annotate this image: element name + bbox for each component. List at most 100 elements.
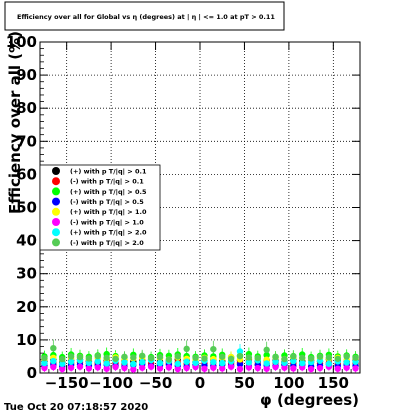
data-point xyxy=(183,345,190,353)
data-point xyxy=(325,360,333,367)
legend-label: (+) with p T/|q| > 0.1 xyxy=(70,167,147,176)
data-point xyxy=(183,364,190,372)
data-point xyxy=(103,365,110,372)
data-point xyxy=(85,355,93,362)
data-point xyxy=(227,363,235,370)
data-point xyxy=(59,355,66,363)
y-tick-label: 10 xyxy=(16,331,37,349)
data-point xyxy=(174,360,181,367)
data-point xyxy=(236,365,244,373)
data-point xyxy=(59,365,66,373)
data-point xyxy=(67,353,75,360)
x-tick-label: −100 xyxy=(89,374,133,392)
data-point xyxy=(41,354,48,362)
data-point xyxy=(236,361,244,368)
data-point xyxy=(316,353,324,360)
data-point xyxy=(192,354,199,361)
data-point xyxy=(245,354,253,361)
data-point xyxy=(139,364,146,371)
data-point xyxy=(147,354,155,362)
data-point xyxy=(41,364,48,372)
data-point xyxy=(121,364,128,372)
data-point xyxy=(290,365,297,372)
data-point xyxy=(272,353,279,361)
x-tick-label: −150 xyxy=(45,374,89,392)
data-point xyxy=(183,358,190,365)
data-point xyxy=(245,364,253,371)
data-point xyxy=(121,359,128,366)
data-point xyxy=(299,354,306,361)
data-point xyxy=(334,355,341,362)
data-point xyxy=(263,346,270,354)
legend: (+) with p T/|q| > 0.1 (-) with p T/|q| >… xyxy=(39,164,161,251)
data-point xyxy=(174,353,181,360)
data-point xyxy=(219,359,226,367)
data-point xyxy=(299,359,306,367)
data-point xyxy=(112,363,119,371)
data-point xyxy=(316,364,324,372)
legend-marker xyxy=(52,207,60,216)
ticks-layer: 0 10 20 30 40 50 60 70 80 90 100 −150 −100 −50 0 50 100 1… xyxy=(6,33,360,392)
y-tick-label: 60 xyxy=(16,165,37,183)
data-point xyxy=(139,358,146,366)
legend-marker xyxy=(52,187,60,196)
data-point xyxy=(156,359,164,367)
x-tick-label: 100 xyxy=(273,374,304,392)
data-point xyxy=(130,366,137,373)
legend-marker xyxy=(52,167,60,175)
data-point xyxy=(352,365,359,372)
data-point xyxy=(59,360,66,367)
x-tick-label: 50 xyxy=(234,374,255,392)
legend-marker xyxy=(52,228,60,237)
timestamp: Tue Oct 20 07:18:57 2020 xyxy=(4,402,148,413)
data-point xyxy=(85,365,93,372)
data-point xyxy=(210,358,217,366)
chart-title: Efficiency over all for Global vs η (deg… xyxy=(17,13,275,22)
x-tick-label: 0 xyxy=(195,374,205,392)
data-point xyxy=(67,358,75,365)
data-point xyxy=(76,353,84,361)
data-point xyxy=(236,352,244,360)
data-point xyxy=(263,360,270,367)
data-point xyxy=(103,354,110,361)
data-point xyxy=(130,354,137,361)
y-tick-label: 70 xyxy=(16,132,37,150)
y-tick-label: 40 xyxy=(16,232,37,250)
data-point xyxy=(219,365,226,372)
data-points-layer xyxy=(41,344,359,373)
data-point xyxy=(219,353,226,360)
y-tick-label: 30 xyxy=(16,265,37,283)
data-point xyxy=(334,365,341,372)
data-point xyxy=(281,364,288,371)
data-point xyxy=(307,365,315,373)
y-tick-label: 0 xyxy=(27,364,37,382)
data-point xyxy=(130,360,137,368)
data-point xyxy=(201,365,208,372)
data-point xyxy=(343,353,350,360)
legend-label: (+) with p T/|q| > 1.0 xyxy=(70,208,147,217)
data-point xyxy=(245,359,253,366)
y-tick-label: 50 xyxy=(16,199,37,217)
data-point xyxy=(50,363,57,371)
legend-marker xyxy=(52,238,60,247)
data-point xyxy=(112,355,119,362)
x-tick-label: −50 xyxy=(139,374,172,392)
data-point xyxy=(210,364,217,371)
data-point xyxy=(41,359,48,367)
data-point xyxy=(343,364,350,371)
y-tick-label: 100 xyxy=(6,33,37,51)
data-point xyxy=(165,356,173,363)
legend-marker xyxy=(52,197,60,206)
x-axis-title: φ (degrees) xyxy=(260,391,359,409)
data-point xyxy=(50,344,57,352)
legend-label: (-) with p T/|q| > 1.0 xyxy=(70,218,144,227)
data-point xyxy=(76,363,84,370)
data-point xyxy=(352,354,359,361)
data-point xyxy=(254,364,261,372)
data-point xyxy=(139,352,146,359)
data-point xyxy=(227,355,235,362)
data-point xyxy=(103,360,110,367)
data-point xyxy=(263,365,270,372)
data-point xyxy=(343,359,350,366)
